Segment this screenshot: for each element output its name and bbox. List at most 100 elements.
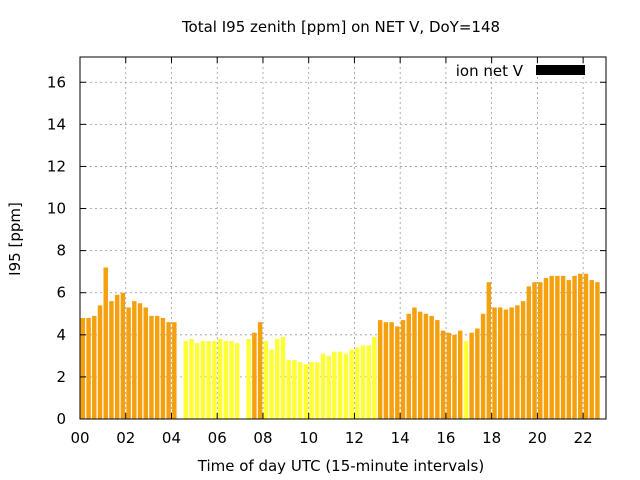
bar [126, 307, 131, 419]
bar [417, 311, 423, 419]
bar [589, 280, 594, 419]
x-tick-label: 08 [253, 429, 272, 447]
bar [532, 282, 537, 419]
bar [149, 315, 154, 419]
bar [183, 341, 189, 419]
bar [223, 341, 229, 419]
bar [526, 286, 532, 419]
bars [80, 267, 600, 419]
bar [452, 334, 457, 419]
bar [503, 309, 509, 419]
bar [469, 332, 474, 419]
bar [383, 322, 389, 419]
bar [538, 282, 543, 419]
bar [263, 341, 269, 419]
grid [80, 57, 606, 419]
bar [309, 362, 314, 419]
x-tick-label: 16 [436, 429, 455, 447]
bar [320, 353, 326, 419]
x-tick-label: 02 [116, 429, 135, 447]
bar [412, 307, 417, 419]
bar [377, 320, 383, 419]
bar [549, 275, 554, 419]
bar [515, 305, 520, 419]
bar [160, 317, 166, 419]
x-tick-label: 18 [482, 429, 501, 447]
bar [80, 317, 86, 419]
bar [372, 336, 377, 419]
y-tick-label: 8 [56, 242, 66, 260]
x-tick-label: 22 [574, 429, 593, 447]
bar [252, 332, 257, 419]
bar [154, 315, 160, 419]
bar [257, 322, 263, 419]
bar [497, 307, 503, 419]
y-tick-label: 10 [47, 200, 66, 218]
y-tick-labels: 0 2 4 6 8 10 12 14 16 [47, 73, 66, 428]
bar [389, 322, 394, 419]
x-tick-label: 14 [391, 429, 410, 447]
bar [200, 341, 206, 419]
bar [560, 275, 566, 419]
bar [543, 277, 549, 419]
bar [578, 273, 583, 419]
bar [120, 292, 126, 419]
legend: ion net V [456, 62, 585, 80]
bar [229, 341, 234, 419]
y-tick-label: 16 [47, 73, 66, 91]
bar [246, 339, 251, 419]
chart-title: Total I95 zenith [ppm] on NET V, DoY=148 [181, 18, 500, 36]
y-tick-label: 2 [56, 368, 66, 386]
x-tick-labels: 00 02 04 06 08 10 12 14 16 18 20 22 [70, 429, 592, 447]
bar [114, 294, 120, 419]
bar [509, 307, 514, 419]
bar [269, 349, 274, 419]
bar [566, 280, 572, 419]
bar [337, 351, 343, 419]
bar [206, 341, 211, 419]
bar [137, 303, 143, 419]
y-tick-label: 0 [56, 410, 66, 428]
bar [109, 301, 114, 419]
bar [555, 275, 560, 419]
bar [286, 360, 291, 419]
bar [446, 332, 452, 419]
bar [297, 362, 303, 419]
bar [103, 267, 108, 419]
bar [303, 364, 309, 419]
bar [440, 330, 446, 419]
bar [492, 307, 497, 419]
bar [480, 313, 486, 419]
bar [166, 322, 171, 419]
bar [520, 301, 526, 419]
bar [349, 349, 354, 419]
bar [315, 362, 320, 419]
bar [275, 339, 280, 419]
bar [463, 341, 469, 419]
y-tick-label: 14 [47, 115, 66, 133]
bar [332, 351, 337, 419]
x-tick-label: 00 [70, 429, 89, 447]
x-tick-label: 04 [162, 429, 181, 447]
legend-label: ion net V [456, 62, 524, 80]
bar [217, 339, 223, 419]
bar [234, 343, 240, 419]
y-tick-label: 6 [56, 284, 66, 302]
bar [355, 347, 360, 419]
bar [360, 345, 366, 419]
bar [395, 326, 400, 419]
legend-swatch [536, 65, 585, 75]
bar [212, 341, 217, 419]
bar [92, 315, 97, 419]
x-tick-label: 10 [299, 429, 318, 447]
bar [572, 275, 577, 419]
bar [457, 330, 463, 419]
x-tick-label: 20 [528, 429, 547, 447]
bar [326, 355, 331, 419]
bar [97, 305, 103, 419]
bar [86, 317, 91, 419]
bar [429, 315, 434, 419]
bar [132, 301, 137, 419]
bar [400, 320, 406, 419]
